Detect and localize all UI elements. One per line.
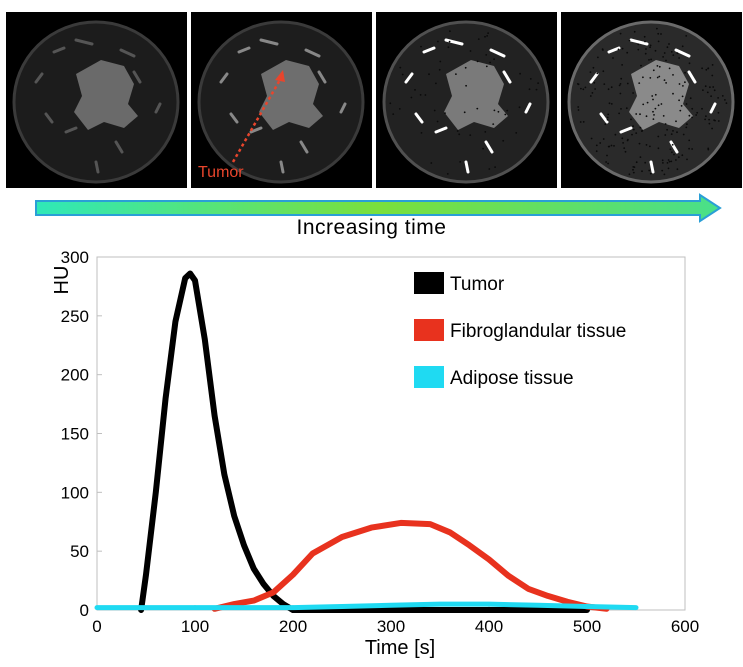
time-arrow-shape [35,193,722,223]
legend-label-adipose-tissue: Adipose tissue [450,368,574,389]
y-tick-label: 300 [61,248,89,267]
y-tick-label: 150 [61,425,89,444]
time-arrow [30,191,725,223]
tumor-arrow-head [275,70,285,82]
legend-swatch-adipose-tissue [414,366,444,388]
ct-slice-2 [191,12,372,188]
time-caption: Increasing time [296,216,447,239]
x-tick-label: 0 [92,617,101,636]
x-tick-label: 400 [475,617,503,636]
tumor-annotation: Tumor [198,70,285,181]
ct-slice-4 [561,12,742,188]
legend-label-tumor: Tumor [450,274,505,295]
x-tick-label: 300 [377,617,405,636]
chart-legend: Tumor Fibroglandular tissue Adipose tissue [414,272,626,389]
x-tick-label: 200 [279,617,307,636]
legend-swatch-fibroglandular-tissue [414,319,444,341]
tumor-pointer-arrow [231,77,283,163]
x-tick-label: 500 [573,617,601,636]
hu-time-chart: 0 50 100 150 200 250 300 0 100 200 300 400 500 600 H… [51,248,699,659]
ct-slice-1 [6,12,187,188]
y-tick-label: 0 [80,601,89,620]
y-axis-label: HU [51,266,73,295]
tumor-annotation-label: Tumor [198,164,244,181]
legend-swatch-tumor [414,272,444,294]
legend-label-fibroglandular-tissue: Fibroglandular tissue [450,321,626,342]
x-tick-label: 100 [181,617,209,636]
y-tick-label: 250 [61,307,89,326]
plot-frame [96,256,686,611]
y-tick-label: 100 [61,483,89,502]
y-tick-label: 50 [70,542,89,561]
ct-slice-3 [376,12,557,188]
y-tick-label: 200 [61,366,89,385]
x-tick-label: 600 [671,617,699,636]
x-axis-label: Time [s] [365,637,435,659]
series-line-adipose-tissue [94,601,639,611]
series-line-fibroglandular-tissue [211,519,610,612]
